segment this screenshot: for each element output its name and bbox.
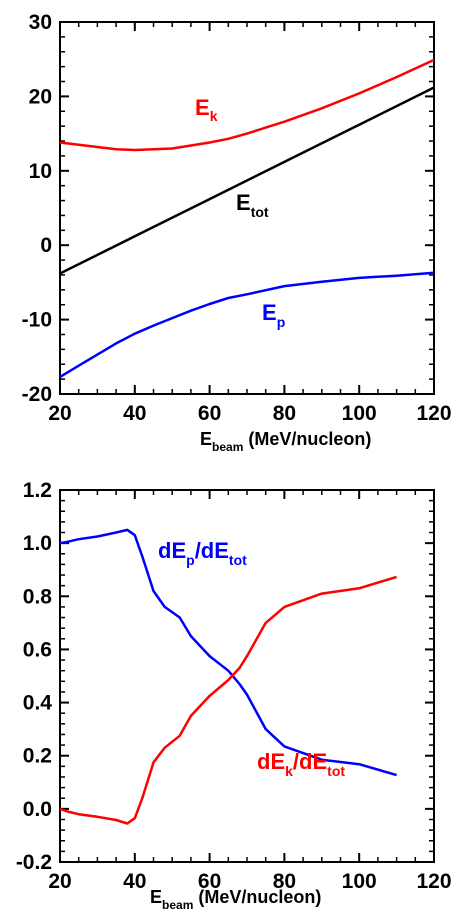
bottom-ticks: 20 40 60 80 100 120 -0.2 0.0 0.2 0.4 0.6 0.8 1.0 1.2 — [16, 479, 452, 893]
bottom-ytick-label: 0.6 — [23, 638, 52, 661]
label-dek-part1: dE — [257, 749, 285, 774]
label-etot-sub: tot — [251, 204, 269, 220]
top-ytick-label: 20 — [29, 85, 52, 108]
top-xtick-label: 20 — [48, 402, 71, 425]
top-ytick-label: 10 — [29, 160, 52, 183]
label-ep-sub: p — [277, 314, 286, 330]
bottom-ytick-label: 0.0 — [23, 798, 52, 821]
top-ytick-label: 0 — [40, 234, 52, 257]
top-xaxis-title: Ebeam (MeV/nucleon) — [200, 429, 371, 454]
label-ek-sub: k — [210, 108, 218, 124]
label-dep-part4: tot — [229, 552, 247, 568]
bottom-xtick-label: 20 — [48, 870, 71, 893]
label-dep-part3: /dE — [195, 538, 229, 563]
top-xtick-label: 120 — [416, 402, 451, 425]
bottom-xtick-label: 120 — [416, 870, 451, 893]
bottom-ytick-label: 0.4 — [23, 692, 53, 715]
top-ytick-label: -10 — [22, 309, 52, 332]
bottom-ytick-label: 0.2 — [23, 745, 52, 768]
label-dek-part3: /dE — [293, 749, 327, 774]
top-xtick-label: 100 — [342, 402, 377, 425]
bottom-xtick-label: 80 — [273, 870, 296, 893]
top-xaxis-title-sub: beam — [212, 440, 243, 454]
bottom-chart: 20 40 60 80 100 120-0.20.00.20.40.60.81.01.2 … — [16, 479, 452, 912]
bottom-xtick-label: 60 — [198, 870, 221, 893]
bottom-series — [59, 528, 397, 825]
bottom-series-line-0 — [59, 528, 397, 777]
bottom-ytick-label: -0.2 — [16, 851, 52, 874]
bottom-series-line-1 — [59, 575, 397, 825]
top-xtick-label: 40 — [123, 402, 146, 425]
label-etot-main: E — [236, 190, 251, 215]
top-ytick-label: 30 — [29, 11, 52, 34]
top-series-line-0 — [59, 58, 435, 152]
top-xaxis-title-rest: (MeV/nucleon) — [243, 429, 371, 449]
label-dek: dEk/dEtot — [257, 749, 345, 779]
bottom-plot-frame — [59, 489, 435, 863]
top-ytick-label: -20 — [22, 383, 52, 406]
bottom-xaxis-title-rest: (MeV/nucleon) — [193, 887, 321, 907]
bottom-xtick-label: 100 — [342, 870, 377, 893]
bottom-xaxis-title: Ebeam (MeV/nucleon) — [150, 887, 321, 912]
top-chart: 20 40 60 80 100 120 -20 -10 0 10 20 30 Ebeam (MeV/n… — [22, 11, 452, 454]
top-series — [59, 58, 435, 378]
bottom-ytick-label: 1.2 — [23, 479, 52, 502]
label-etot: Etot — [236, 190, 269, 220]
label-dep: dEp/dEtot — [158, 538, 247, 568]
label-dek-part4: tot — [327, 763, 345, 779]
top-xtick-label: 60 — [198, 402, 221, 425]
top-xaxis-title-main: E — [200, 429, 212, 449]
label-dep-part1: dE — [158, 538, 186, 563]
bottom-xtick-label: 40 — [123, 870, 146, 893]
label-dek-part2: k — [285, 763, 293, 779]
bottom-ytick-label: 0.8 — [23, 585, 53, 608]
label-ek: Ek — [195, 95, 218, 124]
label-ek-main: E — [195, 95, 210, 120]
label-dep-part2: p — [186, 552, 195, 568]
bottom-xaxis-title-sub: beam — [162, 898, 193, 912]
top-ticks: 20 40 60 80 100 120 -20 -10 0 10 20 30 — [22, 11, 452, 425]
label-ep-main: E — [262, 300, 277, 325]
bottom-xaxis-title-main: E — [150, 887, 162, 907]
top-series-line-2 — [59, 271, 435, 378]
top-series-line-1 — [59, 86, 435, 275]
top-xtick-label: 80 — [273, 402, 296, 425]
label-ep: Ep — [262, 300, 285, 330]
bottom-ytick-label: 1.0 — [23, 532, 52, 555]
